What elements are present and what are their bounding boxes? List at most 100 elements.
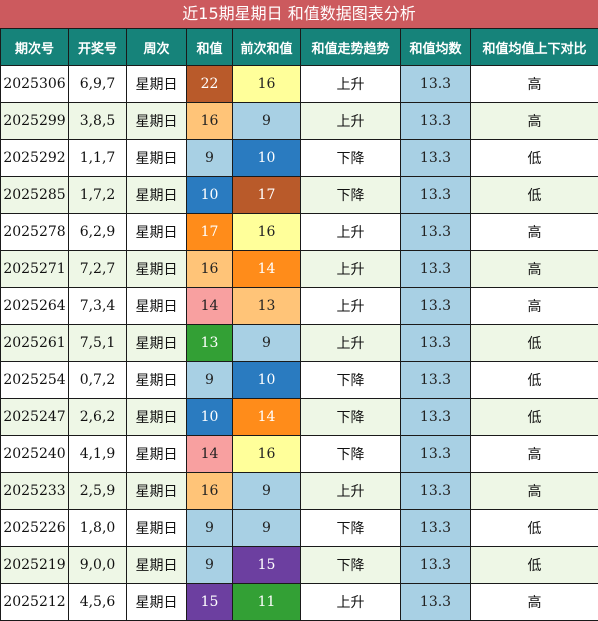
cell-compare: 高 xyxy=(471,473,598,510)
cell-weekday: 星期日 xyxy=(127,547,187,584)
cell-period: 2025264 xyxy=(1,288,69,325)
cell-period: 2025254 xyxy=(1,362,69,399)
cell-prev-sum: 9 xyxy=(233,473,301,510)
cell-prev-sum: 17 xyxy=(233,177,301,214)
header-numbers: 开奖号 xyxy=(69,29,127,66)
cell-numbers: 2,5,9 xyxy=(69,473,127,510)
cell-numbers: 1,1,7 xyxy=(69,140,127,177)
header-sum: 和值 xyxy=(187,29,233,66)
cell-avg: 13.3 xyxy=(401,436,471,473)
cell-period: 2025278 xyxy=(1,214,69,251)
cell-prev-sum: 9 xyxy=(233,325,301,362)
cell-compare: 高 xyxy=(471,251,598,288)
cell-sum: 14 xyxy=(187,288,233,325)
cell-prev-sum: 16 xyxy=(233,436,301,473)
cell-sum: 13 xyxy=(187,325,233,362)
cell-sum: 16 xyxy=(187,103,233,140)
cell-trend: 下降 xyxy=(301,510,401,547)
header-compare: 和值均值上下对比 xyxy=(471,29,598,66)
cell-prev-sum: 10 xyxy=(233,140,301,177)
cell-prev-sum: 9 xyxy=(233,103,301,140)
cell-period: 2025299 xyxy=(1,103,69,140)
cell-avg: 13.3 xyxy=(401,325,471,362)
cell-prev-sum: 16 xyxy=(233,66,301,103)
cell-trend: 下降 xyxy=(301,547,401,584)
cell-avg: 13.3 xyxy=(401,547,471,584)
cell-avg: 13.3 xyxy=(401,177,471,214)
cell-weekday: 星期日 xyxy=(127,288,187,325)
cell-weekday: 星期日 xyxy=(127,436,187,473)
cell-period: 2025240 xyxy=(1,436,69,473)
cell-prev-sum: 11 xyxy=(233,584,301,621)
cell-period: 2025306 xyxy=(1,66,69,103)
cell-numbers: 6,2,9 xyxy=(69,214,127,251)
cell-trend: 下降 xyxy=(301,140,401,177)
cell-trend: 上升 xyxy=(301,325,401,362)
cell-trend: 上升 xyxy=(301,103,401,140)
cell-trend: 上升 xyxy=(301,584,401,621)
cell-compare: 高 xyxy=(471,436,598,473)
cell-avg: 13.3 xyxy=(401,288,471,325)
cell-weekday: 星期日 xyxy=(127,325,187,362)
cell-avg: 13.3 xyxy=(401,362,471,399)
header-weekday: 周次 xyxy=(127,29,187,66)
cell-trend: 下降 xyxy=(301,436,401,473)
cell-avg: 13.3 xyxy=(401,140,471,177)
cell-avg: 13.3 xyxy=(401,66,471,103)
cell-numbers: 1,7,2 xyxy=(69,177,127,214)
cell-period: 2025226 xyxy=(1,510,69,547)
cell-sum: 17 xyxy=(187,214,233,251)
cell-trend: 上升 xyxy=(301,214,401,251)
page-title: 近15期星期日 和值数据图表分析 xyxy=(0,0,598,28)
cell-compare: 高 xyxy=(471,584,598,621)
cell-trend: 上升 xyxy=(301,288,401,325)
cell-numbers: 4,1,9 xyxy=(69,436,127,473)
cell-period: 2025285 xyxy=(1,177,69,214)
cell-prev-sum: 15 xyxy=(233,547,301,584)
cell-prev-sum: 14 xyxy=(233,251,301,288)
cell-sum: 9 xyxy=(187,362,233,399)
cell-numbers: 9,0,0 xyxy=(69,547,127,584)
cell-weekday: 星期日 xyxy=(127,362,187,399)
cell-numbers: 6,9,7 xyxy=(69,66,127,103)
cell-period: 2025261 xyxy=(1,325,69,362)
cell-compare: 高 xyxy=(471,103,598,140)
cell-numbers: 7,5,1 xyxy=(69,325,127,362)
cell-compare: 低 xyxy=(471,325,598,362)
cell-compare: 高 xyxy=(471,66,598,103)
cell-period: 2025247 xyxy=(1,399,69,436)
cell-period: 2025233 xyxy=(1,473,69,510)
header-avg: 和值均数 xyxy=(401,29,471,66)
cell-weekday: 星期日 xyxy=(127,66,187,103)
header-period: 期次号 xyxy=(1,29,69,66)
cell-sum: 15 xyxy=(187,584,233,621)
cell-period: 2025219 xyxy=(1,547,69,584)
cell-weekday: 星期日 xyxy=(127,103,187,140)
cell-avg: 13.3 xyxy=(401,510,471,547)
cell-compare: 低 xyxy=(471,547,598,584)
cell-prev-sum: 14 xyxy=(233,399,301,436)
cell-trend: 下降 xyxy=(301,362,401,399)
cell-weekday: 星期日 xyxy=(127,251,187,288)
cell-numbers: 7,2,7 xyxy=(69,251,127,288)
cell-compare: 低 xyxy=(471,399,598,436)
cell-trend: 下降 xyxy=(301,399,401,436)
cell-compare: 高 xyxy=(471,288,598,325)
cell-numbers: 7,3,4 xyxy=(69,288,127,325)
cell-prev-sum: 10 xyxy=(233,362,301,399)
cell-compare: 低 xyxy=(471,177,598,214)
cell-avg: 13.3 xyxy=(401,103,471,140)
cell-sum: 10 xyxy=(187,177,233,214)
